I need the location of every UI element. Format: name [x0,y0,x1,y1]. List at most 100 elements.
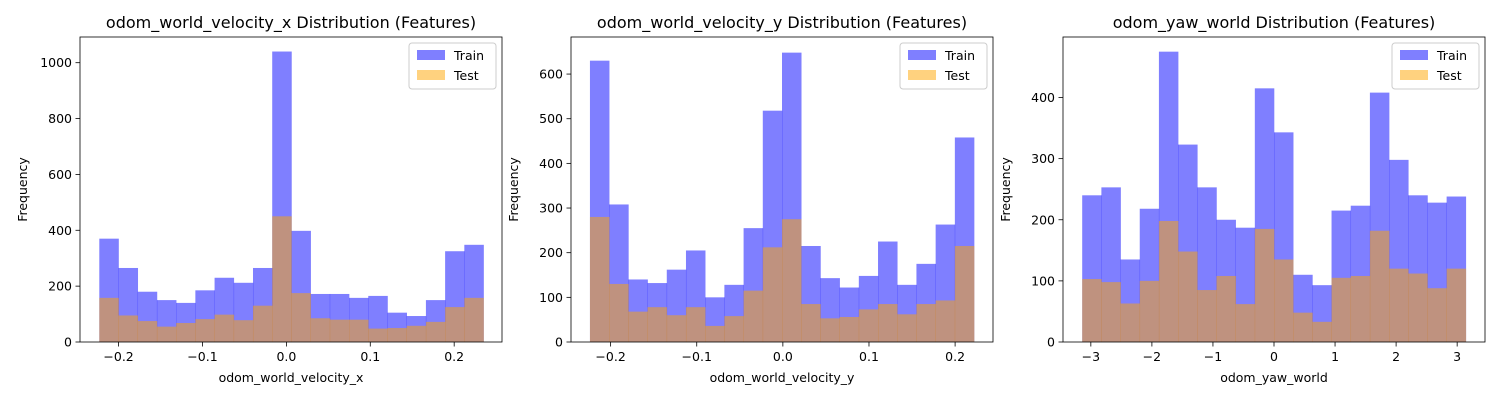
y-axis-label: Frequency [506,157,521,222]
bar-test-15 [387,328,407,342]
bar-test-10 [1274,259,1294,342]
bar-test-16 [1389,268,1409,342]
bar-test-16 [406,325,427,342]
y-tick-label: 800 [48,111,72,126]
bar-test-15 [878,304,898,342]
bar-test-18 [935,300,956,342]
bar-test-15 [1369,230,1390,342]
bar-test-8 [1235,304,1256,342]
bar-test-14 [858,309,879,342]
bar-test-6 [1197,290,1217,342]
bar-test-6 [705,325,725,342]
bar-test-0 [99,297,119,342]
subplot-2: −0.2 −0.1 0.0 0.1 0.2 0 100 200 300 400 500 600 odom… [506,13,994,385]
bar-test-14 [1350,275,1371,342]
legend-swatch-train [417,50,445,60]
y-tick-label: 100 [1031,273,1055,288]
legend-label-test: Test [1436,68,1462,83]
x-tick-label: 0.2 [444,349,464,364]
bar-test-5 [1178,251,1198,342]
bar-test-18 [445,307,465,342]
bar-test-4 [1158,220,1179,342]
y-tick-label: 400 [539,156,563,171]
chart-title: odom_world_velocity_x Distribution (Feat… [106,13,476,33]
x-tick-label: 2 [1392,349,1400,364]
y-tick-label: 400 [1031,90,1055,105]
bar-test-10 [782,219,802,342]
bar-test-5 [685,307,706,342]
bar-test-4 [666,315,687,342]
y-tick-label: 300 [1031,151,1055,166]
x-tick-label: 3 [1453,349,1461,364]
bar-test-19 [1446,268,1467,342]
y-tick-label: 0 [555,335,563,350]
x-tick-label: 0.1 [859,349,879,364]
legend-swatch-test [1400,70,1428,80]
chart-title: odom_world_velocity_y Distribution (Feat… [597,13,967,33]
x-tick-label: 0.0 [773,349,793,364]
legend: Train Test [1391,42,1480,90]
legend-swatch-train [908,50,936,60]
y-tick-label: 600 [48,167,72,182]
legend-label-test: Test [944,68,970,83]
x-tick-label: −1 [1204,349,1222,364]
bar-test-10 [291,293,311,342]
y-axis-label: Frequency [998,157,1013,222]
bar-test-19 [954,245,975,342]
legend-swatch-test [417,70,445,80]
bar-test-0 [589,216,610,342]
bar-test-2 [628,311,648,342]
bar-test-7 [1216,275,1236,342]
x-tick-label: 0 [1270,349,1278,364]
bar-test-11 [801,304,821,342]
x-axis-label: odom_yaw_world [1220,370,1328,385]
legend-label-train: Train [1436,48,1467,63]
bar-test-7 [724,316,744,342]
y-tick-label: 200 [539,245,563,260]
y-axis-label: Frequency [15,157,30,222]
bar-test-11 [1293,312,1313,342]
y-tick-label: 300 [539,201,563,216]
x-tick-label: −0.2 [103,349,133,364]
bar-test-17 [1408,273,1428,342]
bar-test-3 [647,307,668,342]
bar-test-8 [743,290,764,342]
bar-test-18 [1427,288,1447,342]
bar-test-14 [368,328,388,342]
x-tick-label: −0.1 [682,349,712,364]
y-tick-label: 600 [539,67,563,82]
chart-title: odom_yaw_world Distribution (Features) [1113,13,1436,33]
series-test [589,216,975,342]
bar-test-12 [1312,321,1332,342]
bar-test-19 [464,297,484,342]
y-tick-label: 0 [64,335,72,350]
bar-test-13 [349,319,369,342]
bar-test-1 [1101,282,1121,342]
bar-test-16 [897,314,917,342]
bar-test-2 [137,321,158,342]
legend-label-test: Test [453,68,479,83]
x-tick-label: 0.0 [276,349,296,364]
bar-test-6 [214,314,235,342]
y-tick-label: 1000 [40,55,72,70]
bar-test-9 [1254,228,1275,342]
x-tick-label: −3 [1082,349,1100,364]
bar-test-4 [176,323,196,342]
bar-test-1 [118,315,139,342]
bar-test-11 [310,318,331,342]
legend-label-train: Train [944,48,975,63]
bar-test-13 [839,316,860,342]
bar-test-0 [1082,279,1102,342]
x-tick-label: 0.2 [945,349,965,364]
bar-test-12 [329,319,350,342]
y-tick-label: 400 [48,223,72,238]
y-tick-label: 200 [1031,212,1055,227]
bar-test-9 [272,216,292,342]
bar-test-2 [1120,303,1141,342]
legend: Train Test [408,42,497,90]
subplot-1: −0.2 −0.1 0.0 0.1 0.2 0 200 400 600 800 1000 odom_w… [15,13,503,385]
x-axis-label: odom_world_velocity_x [219,370,364,385]
bar-test-17 [425,321,446,342]
y-tick-label: 500 [539,111,563,126]
bar-test-17 [916,304,936,342]
